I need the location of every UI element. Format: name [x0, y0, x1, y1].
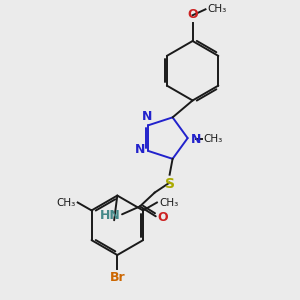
- Text: CH₃: CH₃: [203, 134, 223, 144]
- Text: CH₃: CH₃: [208, 4, 227, 14]
- Text: N: N: [142, 110, 152, 123]
- Text: Br: Br: [110, 271, 125, 284]
- Text: S: S: [165, 177, 175, 191]
- Text: O: O: [158, 211, 168, 224]
- Text: N: N: [135, 143, 145, 156]
- Text: CH₃: CH₃: [56, 197, 76, 208]
- Text: CH₃: CH₃: [159, 197, 178, 208]
- Text: HN: HN: [100, 209, 121, 222]
- Text: O: O: [187, 8, 198, 21]
- Text: N: N: [190, 133, 201, 146]
